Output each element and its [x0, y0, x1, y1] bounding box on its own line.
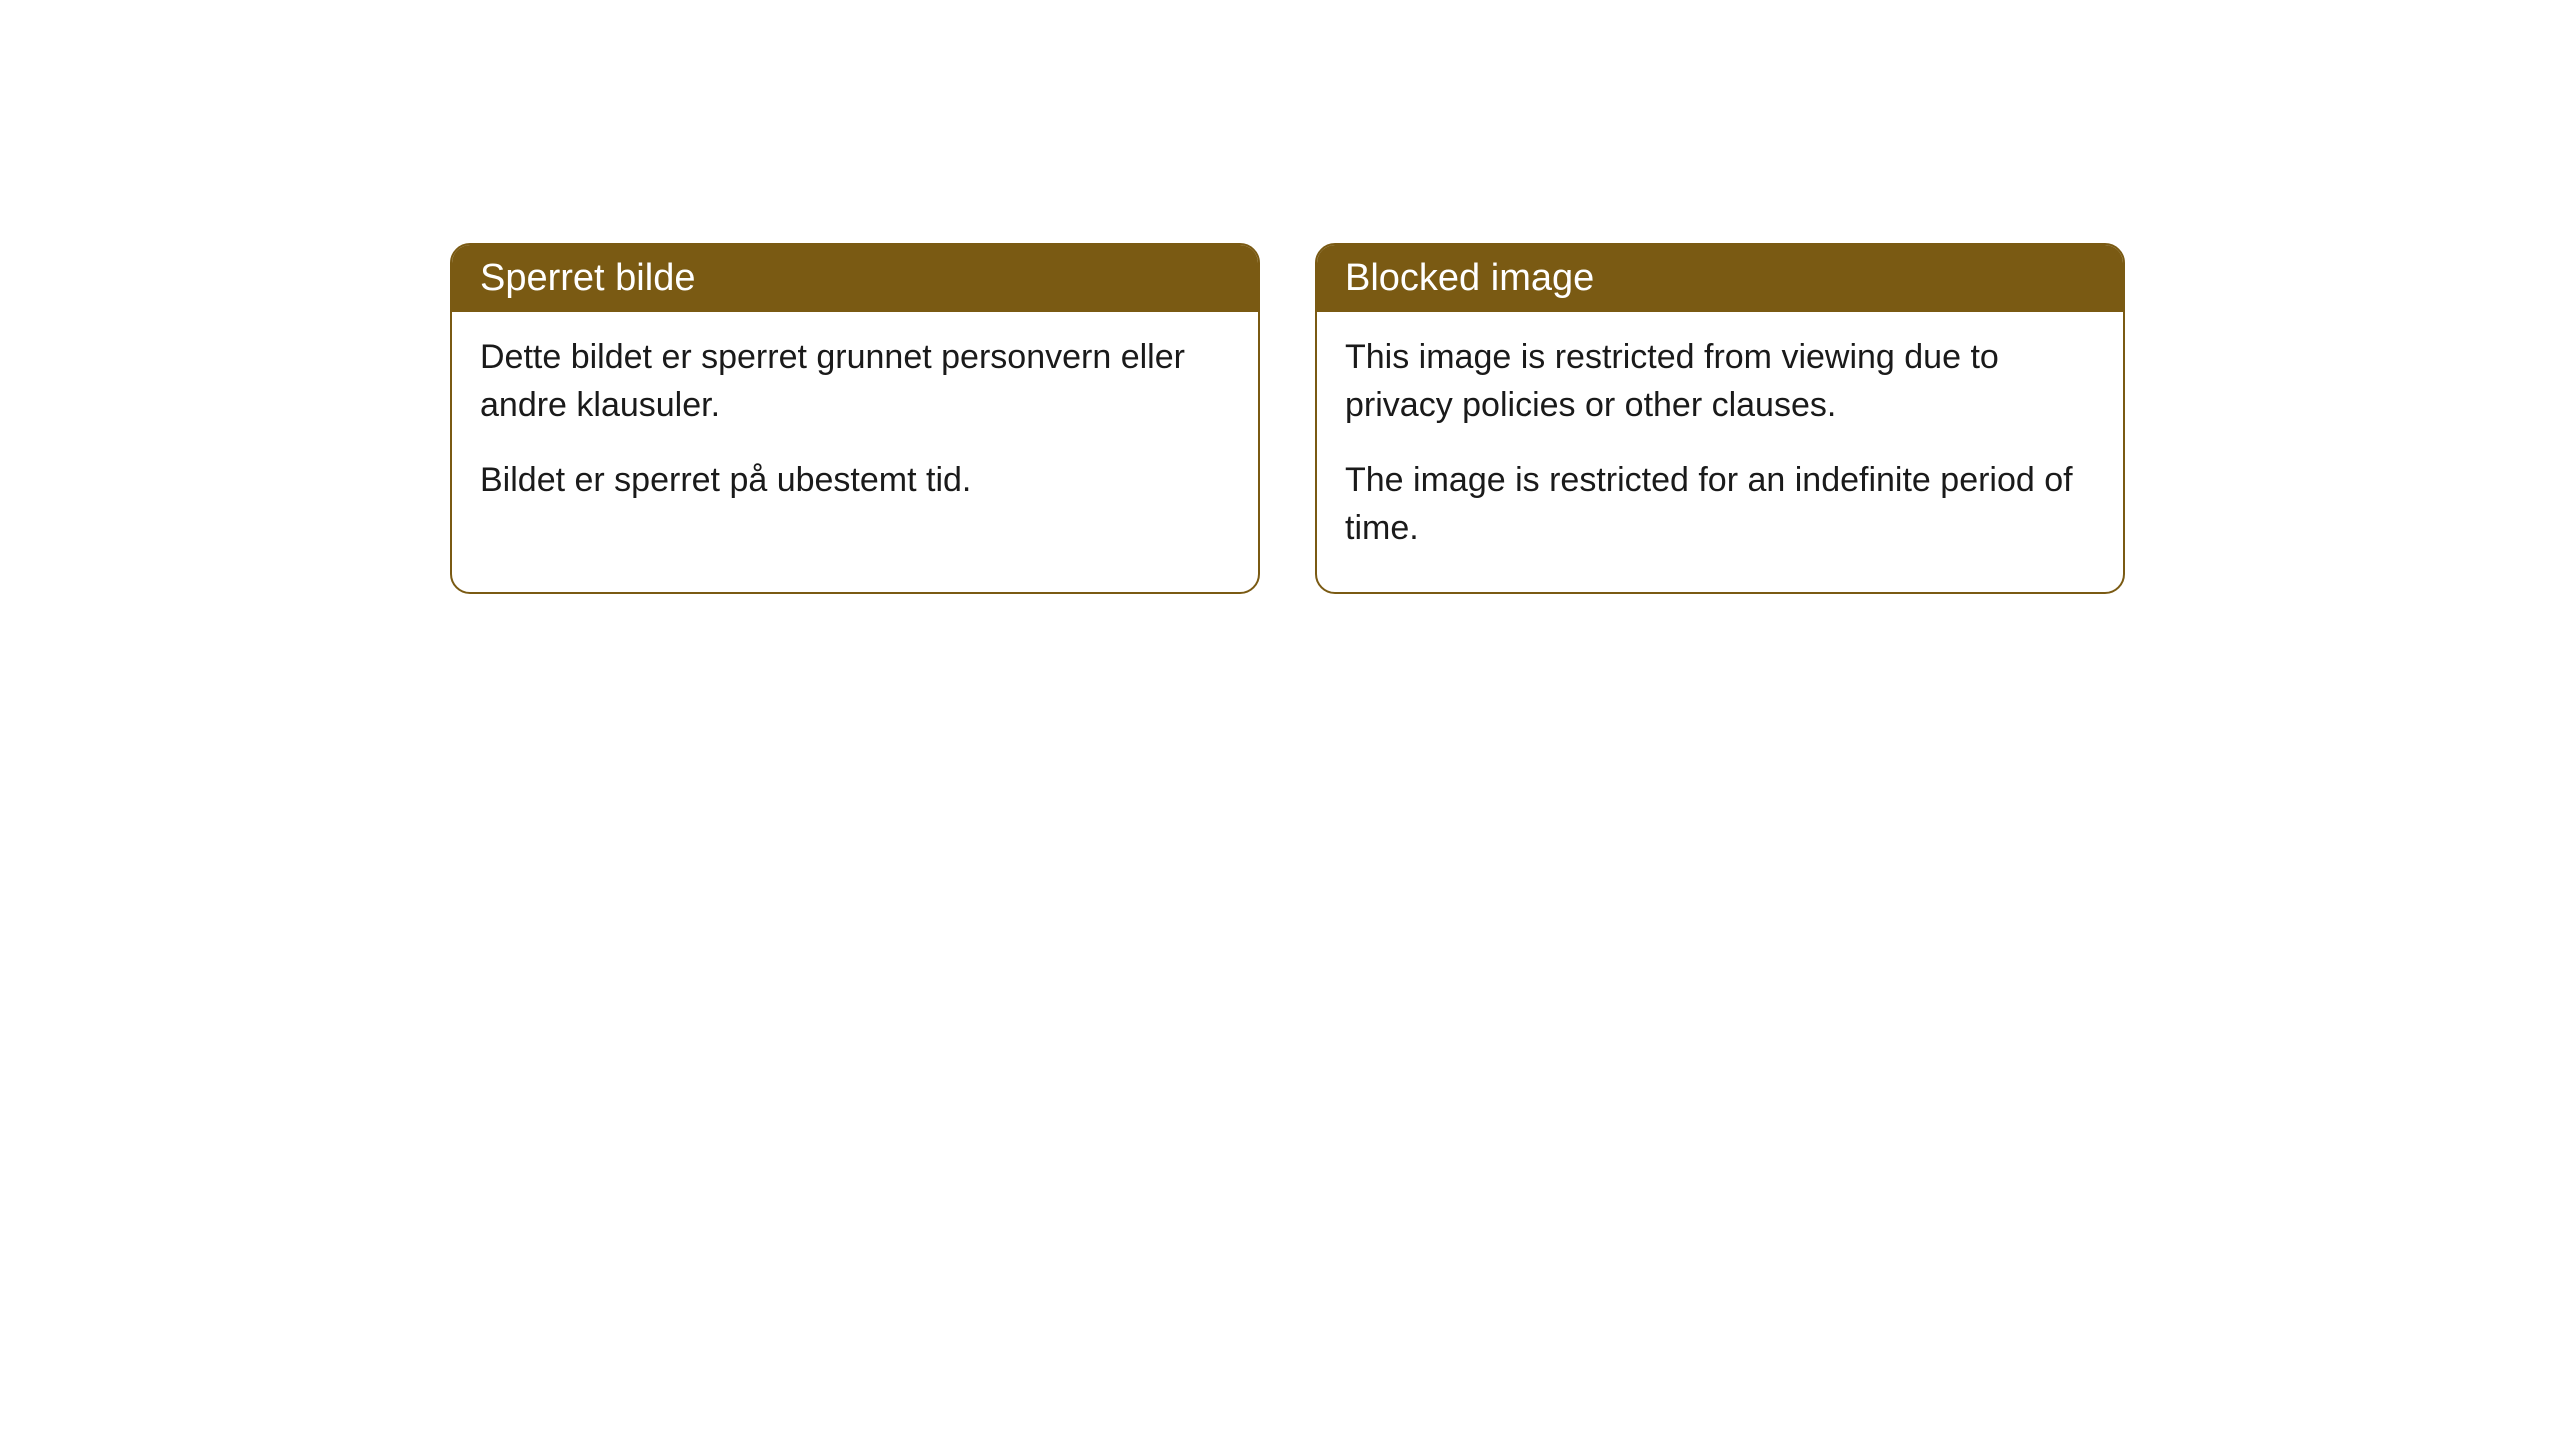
notice-container: Sperret bilde Dette bildet er sperret gr… [0, 0, 2560, 594]
card-title: Sperret bilde [480, 257, 695, 299]
card-paragraph-2: The image is restricted for an indefinit… [1345, 457, 2095, 552]
blocked-image-card-english: Blocked image This image is restricted f… [1315, 243, 2125, 594]
card-title: Blocked image [1345, 257, 1594, 299]
card-header: Sperret bilde [452, 245, 1258, 312]
card-paragraph-2: Bildet er sperret på ubestemt tid. [480, 457, 1230, 505]
blocked-image-card-norwegian: Sperret bilde Dette bildet er sperret gr… [450, 243, 1260, 594]
card-paragraph-1: This image is restricted from viewing du… [1345, 334, 2095, 429]
card-paragraph-1: Dette bildet er sperret grunnet personve… [480, 334, 1230, 429]
card-body: Dette bildet er sperret grunnet personve… [452, 312, 1258, 545]
card-body: This image is restricted from viewing du… [1317, 312, 2123, 592]
card-header: Blocked image [1317, 245, 2123, 312]
